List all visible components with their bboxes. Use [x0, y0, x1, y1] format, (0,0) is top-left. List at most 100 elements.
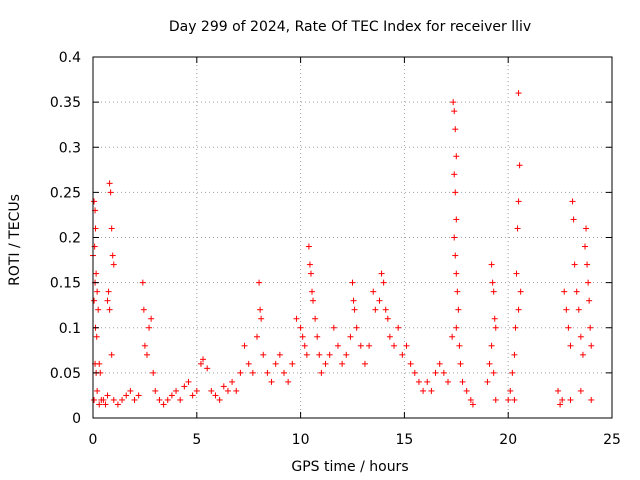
data-point	[452, 126, 459, 133]
data-point	[403, 342, 410, 349]
data-point	[357, 342, 364, 349]
data-point	[189, 392, 196, 399]
data-point	[160, 401, 167, 408]
data-point	[514, 225, 521, 232]
data-point	[229, 378, 236, 385]
data-point	[451, 171, 458, 178]
data-point	[106, 180, 113, 187]
data-point	[511, 396, 518, 403]
data-point	[131, 396, 138, 403]
data-point	[140, 306, 147, 313]
data-point	[420, 387, 427, 394]
data-point	[177, 396, 184, 403]
y-tick-label: 0.1	[59, 321, 81, 337]
chart-title: Day 299 of 2024, Rate Of TEC Index for r…	[169, 19, 531, 35]
data-point	[276, 351, 283, 358]
data-point	[366, 342, 373, 349]
data-point	[123, 392, 130, 399]
plot-frame	[92, 56, 613, 419]
data-point	[96, 401, 103, 408]
data-point	[109, 252, 116, 259]
data-point	[512, 324, 519, 331]
data-point	[293, 315, 300, 322]
data-point	[571, 261, 578, 268]
data-point	[573, 288, 580, 295]
data-point	[301, 342, 308, 349]
data-point	[168, 392, 175, 399]
data-point	[127, 387, 134, 394]
data-point	[95, 306, 102, 313]
data-point	[220, 383, 227, 390]
data-point	[489, 279, 496, 286]
data-point	[492, 324, 499, 331]
data-point	[567, 396, 574, 403]
data-point	[490, 369, 497, 376]
data-point	[108, 225, 115, 232]
data-point	[361, 360, 368, 367]
x-tick-label: 20	[499, 432, 517, 448]
data-point	[330, 324, 337, 331]
data-point	[241, 342, 248, 349]
y-tick-label: 0.4	[59, 50, 81, 66]
data-point	[488, 342, 495, 349]
y-tick-label: 0.15	[50, 276, 81, 292]
data-point	[505, 396, 512, 403]
data-points	[90, 90, 595, 408]
data-point	[353, 324, 360, 331]
data-point	[143, 351, 150, 358]
data-point	[96, 360, 103, 367]
data-point	[93, 333, 100, 340]
data-point	[376, 297, 383, 304]
data-point	[378, 270, 385, 277]
data-point	[114, 401, 121, 408]
data-point	[456, 342, 463, 349]
data-point	[185, 378, 192, 385]
data-point	[467, 396, 474, 403]
y-axis-label: ROTI / TECUs	[7, 194, 23, 286]
data-point	[91, 396, 98, 403]
data-point	[575, 306, 582, 313]
data-point	[372, 306, 379, 313]
data-point	[582, 243, 589, 250]
data-point	[310, 297, 317, 304]
data-point	[100, 396, 107, 403]
data-point	[303, 351, 310, 358]
data-point	[156, 396, 163, 403]
axis-ticks	[92, 56, 613, 419]
data-point	[197, 360, 204, 367]
data-point	[93, 270, 100, 277]
y-tick-label: 0.35	[50, 95, 81, 111]
data-point	[305, 243, 312, 250]
data-point	[569, 198, 576, 205]
data-point	[289, 360, 296, 367]
data-point	[440, 369, 447, 376]
data-point	[105, 288, 112, 295]
data-point	[110, 261, 117, 268]
data-point	[297, 324, 304, 331]
data-point	[515, 90, 522, 97]
data-point	[557, 401, 564, 408]
data-point	[312, 315, 319, 322]
data-point	[386, 333, 393, 340]
data-point	[249, 369, 256, 376]
data-point	[164, 396, 171, 403]
data-point	[141, 342, 148, 349]
data-point	[507, 387, 514, 394]
data-point	[588, 396, 595, 403]
data-point	[490, 288, 497, 295]
data-point	[306, 261, 313, 268]
data-point	[104, 392, 111, 399]
data-point	[139, 279, 146, 286]
x-axis-label: GPS time / hours	[291, 459, 408, 475]
data-point	[570, 216, 577, 223]
data-point	[343, 351, 350, 358]
data-point	[260, 351, 267, 358]
data-point	[334, 342, 341, 349]
data-point	[216, 396, 223, 403]
data-point	[561, 288, 568, 295]
data-point	[94, 387, 101, 394]
data-point	[588, 342, 595, 349]
data-point	[94, 288, 101, 295]
data-point	[350, 297, 357, 304]
